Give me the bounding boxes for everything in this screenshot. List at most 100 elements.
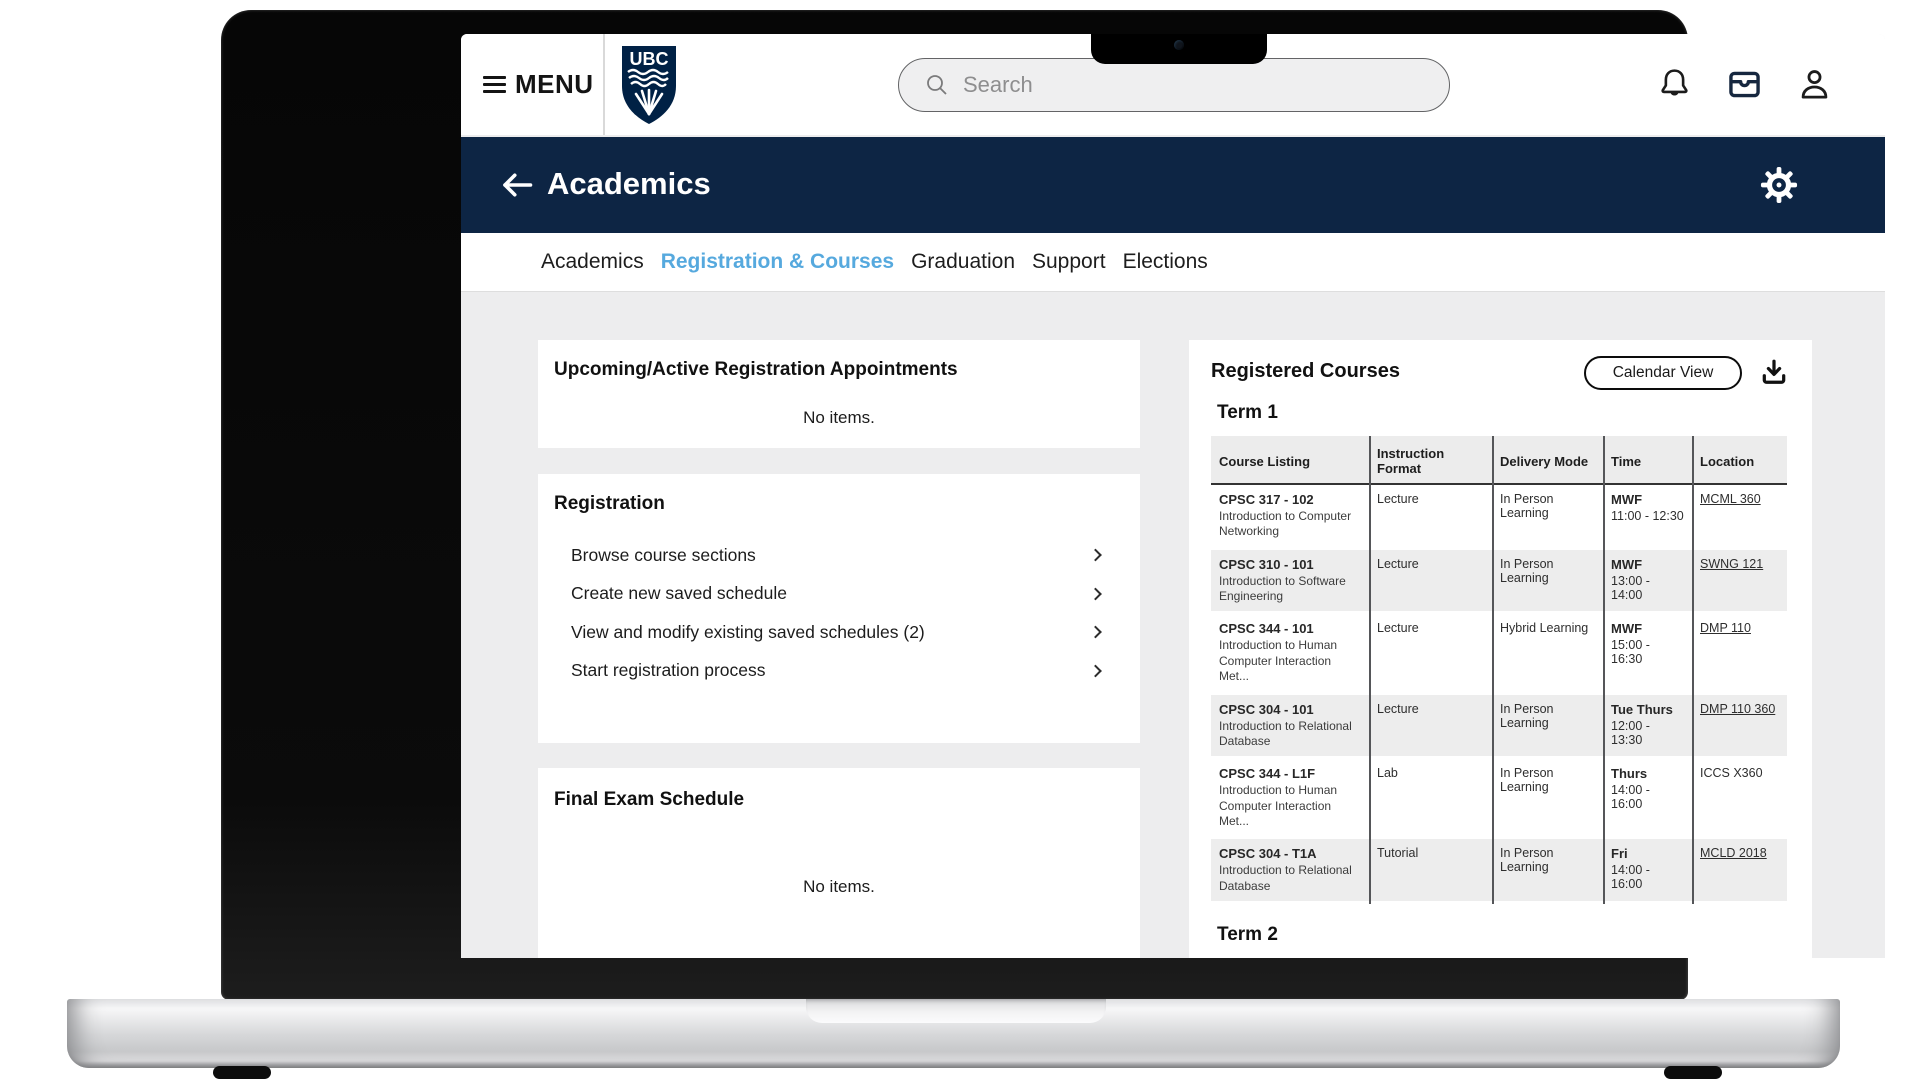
days: Thurs (1611, 766, 1648, 782)
laptop-foot (213, 1066, 271, 1079)
time-cell: Thurs 14:00 - 16:00 (1603, 759, 1692, 840)
link-view-modify-saved-schedules[interactable]: View and modify existing saved schedules… (554, 613, 1124, 652)
days: MWF (1611, 492, 1643, 507)
table-header-row: Course Listing Instruction Format Delive… (1211, 436, 1787, 485)
col-delivery-mode: Delivery Mode (1492, 436, 1603, 485)
column-divider (1369, 436, 1371, 905)
time-cell: MWF 15:00 - 16:30 (1603, 614, 1692, 695)
time-range: 14:00 - 16:00 (1611, 863, 1650, 892)
settings-gear-icon[interactable] (1760, 166, 1798, 204)
section-tabs: Academics Registration & Courses Graduat… (461, 233, 1885, 292)
laptop-foot (1664, 1066, 1722, 1079)
location-cell: DMP 110 360 (1692, 694, 1787, 760)
chevron-right-icon (1089, 664, 1102, 678)
location-cell: SWNG 121 (1692, 549, 1787, 615)
course-code: CPSC 304 - T1A (1219, 846, 1317, 862)
table-row: CPSC 344 - 101 Introduction to Human Com… (1211, 614, 1787, 695)
table-row: CPSC 304 - T1A Introduction to Relationa… (1211, 839, 1787, 905)
course-title: Introduction to Relational Database (1219, 863, 1352, 893)
days: Tue Thurs (1611, 701, 1673, 717)
course-title: Introduction to Human Computer Interacti… (1219, 783, 1338, 828)
location-link[interactable]: ICCS X360 (1700, 766, 1763, 781)
location-link[interactable]: MCLD 2018 (1700, 846, 1767, 861)
page-header: Academics (461, 137, 1885, 233)
link-browse-course-sections[interactable]: Browse course sections (554, 536, 1124, 575)
course-title: Introduction to Software Engineering (1219, 573, 1346, 604)
col-instruction-format: Instruction Format (1369, 436, 1492, 485)
top-bar-icons (1656, 34, 1833, 135)
registration-appointments-card: Upcoming/Active Registration Appointment… (538, 340, 1140, 448)
location-cell: MCML 360 (1692, 485, 1787, 550)
term-title: Term 1 (1217, 402, 1278, 423)
registration-links: Browse course sections Create new saved … (554, 536, 1124, 690)
hamburger-icon (483, 76, 506, 93)
location-link[interactable]: DMP 110 360 (1700, 701, 1776, 716)
col-location: Location (1692, 436, 1787, 485)
card-title: Registration (554, 493, 665, 514)
laptop-screen-bezel: MENU UBC (221, 10, 1885, 1000)
time-range: 12:00 - 13:30 (1611, 718, 1650, 747)
webcam-icon (1174, 40, 1184, 50)
time-cell: Tue Thurs 12:00 - 13:30 (1603, 694, 1692, 760)
empty-state-text: No items. (803, 877, 875, 896)
courses-table: Course Listing Instruction Format Delive… (1211, 436, 1787, 905)
time-cell: MWF 11:00 - 12:30 (1603, 485, 1692, 550)
delivery-mode-cell: In Person Learning (1492, 694, 1603, 760)
term-title: Term 2 (1217, 924, 1278, 946)
app-window: MENU UBC (461, 34, 1885, 958)
table-row: CPSC 304 - 101 Introduction to Relationa… (1211, 694, 1787, 760)
tab-registration-courses[interactable]: Registration & Courses (660, 250, 895, 273)
search-icon (927, 75, 947, 95)
table-row: CPSC 310 - 101 Introduction to Software … (1211, 549, 1787, 615)
header-divider (603, 34, 605, 135)
location-cell: MCLD 2018 (1692, 839, 1787, 905)
column-divider (1492, 436, 1494, 905)
location-link[interactable]: DMP 110 (1700, 621, 1751, 636)
term-section: Term 2 Course Listing Instruction Format (1211, 924, 1788, 958)
chevron-right-icon (1089, 587, 1102, 601)
profile-person-icon[interactable] (1796, 66, 1833, 103)
instruction-format-cell: Lecture (1369, 694, 1492, 760)
tab-academics[interactable]: Academics (541, 250, 644, 273)
days: MWF (1611, 621, 1643, 637)
link-create-saved-schedule[interactable]: Create new saved schedule (554, 575, 1124, 614)
course-title: Introduction to Relational Database (1219, 718, 1352, 748)
card-title: Final Exam Schedule (554, 789, 745, 810)
laptop-notch (1091, 34, 1267, 64)
location-link[interactable]: MCML 360 (1700, 492, 1761, 506)
course-code: CPSC 344 - 101 (1219, 621, 1314, 637)
search-input[interactable]: Search (898, 58, 1450, 112)
table-row: CPSC 344 - L1F Introduction to Human Com… (1211, 759, 1787, 840)
location-link[interactable]: SWNG 121 (1700, 556, 1764, 571)
delivery-mode-cell: Hybrid Learning (1492, 614, 1603, 695)
calendar-view-label: Calendar View (1612, 364, 1714, 381)
location-cell: ICCS X360 (1692, 759, 1787, 840)
location-cell: DMP 110 (1692, 614, 1787, 695)
instruction-format-cell: Lecture (1369, 614, 1492, 695)
menu-label: MENU (515, 69, 594, 99)
delivery-mode-cell: In Person Learning (1492, 759, 1603, 840)
inbox-tray-icon[interactable] (1726, 66, 1763, 103)
menu-button[interactable]: MENU (483, 34, 594, 135)
course-title: Introduction to Human Computer Interacti… (1219, 638, 1338, 684)
card-title: Upcoming/Active Registration Appointment… (554, 359, 958, 380)
back-arrow-icon[interactable] (499, 167, 535, 203)
chevron-right-icon (1089, 625, 1102, 639)
time-cell: MWF 13:00 - 14:00 (1603, 549, 1692, 615)
tab-graduation[interactable]: Graduation (911, 250, 1015, 273)
download-icon[interactable] (1760, 358, 1788, 386)
final-exam-schedule-card: Final Exam Schedule No items. (538, 768, 1140, 958)
delivery-mode-cell: In Person Learning (1492, 839, 1603, 905)
notifications-bell-icon[interactable] (1656, 66, 1693, 103)
ubc-logo[interactable]: UBC (620, 44, 678, 126)
time-cell: Fri 14:00 - 16:00 (1603, 839, 1692, 905)
link-start-registration-process[interactable]: Start registration process (554, 652, 1124, 691)
empty-state-text: No items. (803, 408, 875, 427)
tab-elections[interactable]: Elections (1122, 250, 1208, 273)
tab-support[interactable]: Support (1032, 250, 1106, 273)
calendar-view-button[interactable]: Calendar View (1584, 356, 1742, 390)
chevron-right-icon (1089, 548, 1102, 562)
time-range: 13:00 - 14:00 (1611, 573, 1650, 602)
column-divider (1692, 436, 1694, 905)
